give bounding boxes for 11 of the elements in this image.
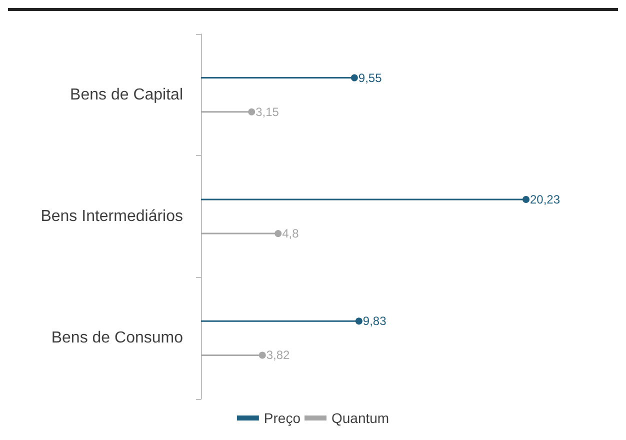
y-tick-label: Bens de Capital bbox=[70, 86, 183, 104]
data-label: 20,23 bbox=[530, 192, 560, 206]
legend-label: Preço bbox=[264, 410, 301, 426]
data-label: 3,82 bbox=[266, 348, 290, 362]
data-label: 9,55 bbox=[358, 70, 382, 85]
data-label: 9,83 bbox=[362, 314, 387, 328]
y-tick-label: Bens Intermediários bbox=[40, 208, 183, 225]
legend-label: Quantum bbox=[331, 410, 390, 426]
data-label: 3,15 bbox=[256, 104, 280, 119]
data-label: 4,8 bbox=[282, 226, 300, 241]
y-tick-label: Bens de Consumo bbox=[51, 330, 184, 347]
